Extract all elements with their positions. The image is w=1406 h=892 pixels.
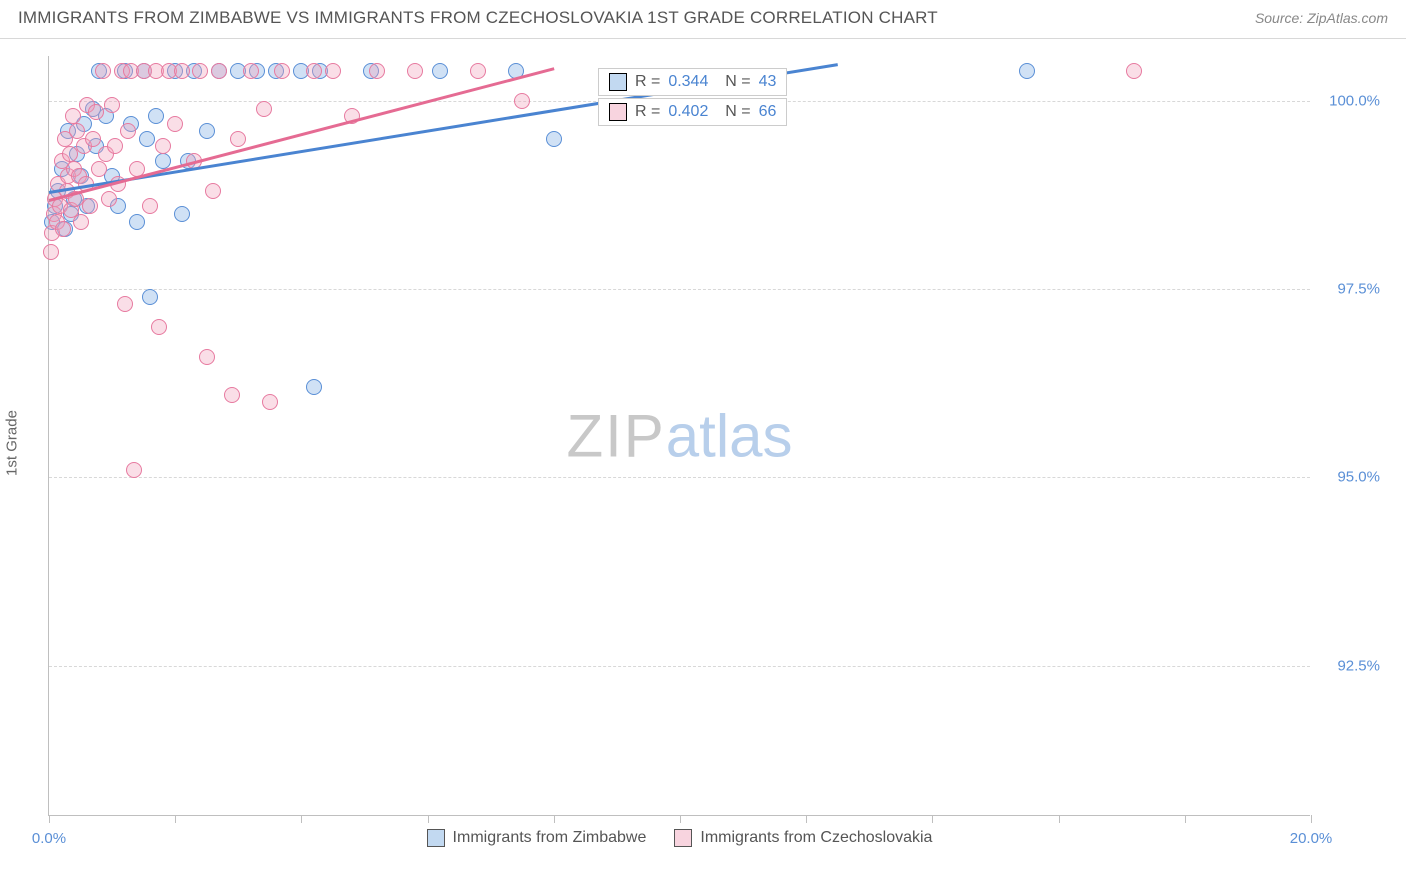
x-tick <box>806 815 807 823</box>
y-tick-label: 92.5% <box>1320 657 1380 674</box>
gridline-h <box>49 666 1310 667</box>
data-point-b <box>107 138 123 154</box>
data-point-a <box>546 131 562 147</box>
data-point-b <box>69 123 85 139</box>
x-tick <box>932 815 933 823</box>
data-point-b <box>91 161 107 177</box>
stats-r-label: R = <box>635 103 660 121</box>
data-point-b <box>256 101 272 117</box>
x-tick <box>175 815 176 823</box>
data-point-b <box>101 191 117 207</box>
data-point-b <box>306 63 322 79</box>
data-point-b <box>95 63 111 79</box>
chart-header: IMMIGRANTS FROM ZIMBABWE VS IMMIGRANTS F… <box>0 0 1406 39</box>
y-tick-label: 97.5% <box>1320 281 1380 298</box>
data-point-b <box>104 97 120 113</box>
data-point-b <box>230 131 246 147</box>
data-point-b <box>205 183 221 199</box>
x-tick <box>1185 815 1186 823</box>
x-tick <box>1311 815 1312 823</box>
stats-box-b: R = 0.402 N = 66 <box>598 98 787 126</box>
legend-label-a: Immigrants from Zimbabwe <box>453 829 647 847</box>
data-point-b <box>65 108 81 124</box>
stats-r-value: 0.402 <box>668 103 708 121</box>
x-tick <box>49 815 50 823</box>
data-point-b <box>514 93 530 109</box>
stats-n-label: N = <box>716 103 750 121</box>
data-point-b <box>155 138 171 154</box>
data-point-b <box>369 63 385 79</box>
data-point-b <box>407 63 423 79</box>
plot-region: ZIPatlas 92.5%95.0%97.5%100.0%0.0%20.0%R… <box>48 56 1310 816</box>
chart-title: IMMIGRANTS FROM ZIMBABWE VS IMMIGRANTS F… <box>18 8 938 28</box>
x-tick <box>554 815 555 823</box>
chart-source: Source: ZipAtlas.com <box>1255 10 1388 26</box>
data-point-b <box>82 198 98 214</box>
y-tick-label: 100.0% <box>1320 93 1380 110</box>
legend-item-a: Immigrants from Zimbabwe <box>427 829 647 847</box>
data-point-b <box>192 63 208 79</box>
data-point-b <box>470 63 486 79</box>
chart-area: 1st Grade ZIPatlas 92.5%95.0%97.5%100.0%… <box>18 48 1388 838</box>
stats-n-value: 66 <box>759 103 777 121</box>
y-tick-label: 95.0% <box>1320 469 1380 486</box>
data-point-a <box>306 379 322 395</box>
stats-n-value: 43 <box>759 73 777 91</box>
stats-r-label: R = <box>635 73 660 91</box>
data-point-b <box>43 244 59 260</box>
data-point-b <box>73 214 89 230</box>
data-point-b <box>174 63 190 79</box>
data-point-a <box>174 206 190 222</box>
x-tick <box>680 815 681 823</box>
data-point-b <box>120 123 136 139</box>
x-tick <box>301 815 302 823</box>
stats-r-value: 0.344 <box>668 73 708 91</box>
data-point-b <box>88 104 104 120</box>
stats-swatch-b <box>609 103 627 121</box>
legend-swatch-b <box>674 829 692 847</box>
data-point-b <box>85 131 101 147</box>
x-tick <box>428 815 429 823</box>
data-point-b <box>55 221 71 237</box>
data-point-b <box>211 63 227 79</box>
data-point-a <box>432 63 448 79</box>
data-point-b <box>243 63 259 79</box>
data-point-b <box>126 462 142 478</box>
stats-n-label: N = <box>716 73 750 91</box>
data-point-b <box>142 198 158 214</box>
legend-item-b: Immigrants from Czechoslovakia <box>674 829 932 847</box>
data-point-b <box>274 63 290 79</box>
legend-label-b: Immigrants from Czechoslovakia <box>700 829 932 847</box>
data-point-a <box>142 289 158 305</box>
gridline-h <box>49 289 1310 290</box>
data-point-a <box>1019 63 1035 79</box>
data-point-b <box>117 296 133 312</box>
data-point-a <box>139 131 155 147</box>
y-axis-label: 1st Grade <box>4 410 21 476</box>
data-point-b <box>1126 63 1142 79</box>
x-tick <box>1059 815 1060 823</box>
bottom-legend: Immigrants from Zimbabwe Immigrants from … <box>49 829 1310 847</box>
stats-swatch-a <box>609 73 627 91</box>
data-point-b <box>224 387 240 403</box>
legend-swatch-a <box>427 829 445 847</box>
data-point-a <box>199 123 215 139</box>
data-point-b <box>199 349 215 365</box>
stats-box-a: R = 0.344 N = 43 <box>598 68 787 96</box>
gridline-h <box>49 477 1310 478</box>
data-point-b <box>151 319 167 335</box>
watermark: ZIPatlas <box>566 401 792 470</box>
data-point-a <box>148 108 164 124</box>
data-point-b <box>325 63 341 79</box>
watermark-blue: atlas <box>666 402 793 469</box>
data-point-b <box>262 394 278 410</box>
data-point-b <box>167 116 183 132</box>
data-point-a <box>129 214 145 230</box>
watermark-gray: ZIP <box>566 402 665 469</box>
